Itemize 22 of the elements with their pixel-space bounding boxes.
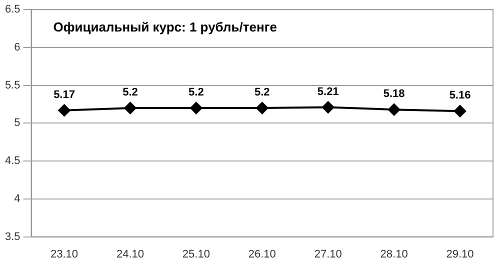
x-tick-label: 27.10 [314,248,342,260]
y-tick-label: 6.5 [4,4,20,16]
x-tick-label: 29.10 [446,248,474,260]
data-label: 5.2 [254,86,270,99]
y-tick-label: 4.5 [4,155,20,168]
data-label: 5.18 [383,88,405,100]
data-label: 5.17 [54,88,75,101]
data-label: 5.16 [449,90,471,102]
x-tick-label: 28.10 [380,248,408,260]
y-tick-label: 3.5 [4,230,20,243]
x-tick-label: 23.10 [50,248,78,260]
x-tick-label: 25.10 [182,248,210,260]
y-tick-label: 4 [14,192,20,205]
x-tick-label: 24.10 [116,248,144,260]
text: Официальный курс: 1 рубль/тенге [53,20,277,35]
y-tick-label: 5.5 [4,79,20,92]
x-tick-label: 26.10 [248,248,276,260]
y-tick-label: 6 [14,42,20,54]
data-label: 5.2 [122,86,138,99]
y-tick-label: 5 [14,117,20,130]
data-label: 5.2 [188,86,204,99]
data-label: 5.21 [317,86,339,98]
